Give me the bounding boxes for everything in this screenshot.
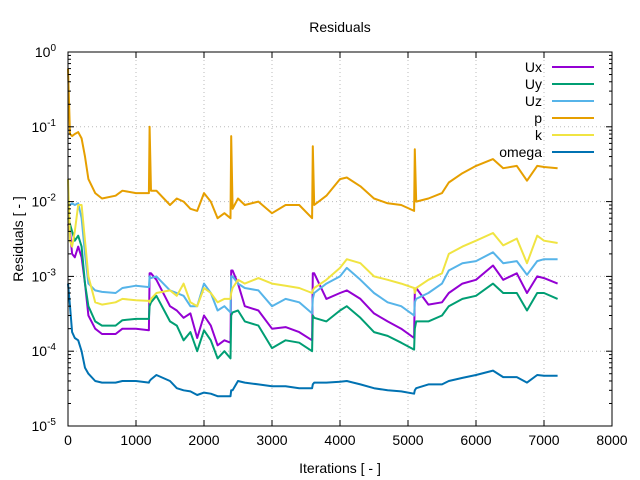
x-tick-label: 5000 — [392, 432, 423, 448]
x-tick-label: 4000 — [324, 432, 355, 448]
y-tick-exponent: -1 — [47, 118, 56, 129]
y-tick-label: 10-1 — [32, 118, 57, 135]
x-tick-label: 1000 — [120, 432, 151, 448]
x-tick-label: 6000 — [460, 432, 491, 448]
series-lines — [67, 68, 558, 398]
legend-label: Ux — [525, 59, 542, 75]
y-tick-label: 10-5 — [32, 417, 57, 434]
y-tick-base: 10 — [32, 343, 48, 359]
series-line-uy — [67, 217, 558, 360]
y-tick-base: 10 — [35, 44, 51, 60]
series-line-k — [67, 179, 558, 308]
y-axis-label: Residuals [ - ] — [10, 196, 26, 282]
series-line-ux — [67, 223, 558, 347]
series-line-omega — [67, 283, 558, 398]
x-tick-label: 2000 — [188, 432, 219, 448]
x-tick-label: 8000 — [596, 432, 627, 448]
y-tick-base: 10 — [32, 119, 48, 135]
y-tick-exponent: -2 — [47, 193, 56, 204]
y-tick-base: 10 — [32, 268, 48, 284]
y-tick-label: 10-2 — [32, 193, 57, 210]
x-tick-label: 3000 — [256, 432, 287, 448]
y-tick-label: 100 — [35, 43, 57, 60]
chart-title: Residuals — [309, 19, 370, 35]
axis-ticks: 0 1000 2000 3000 4000 5000 6000 7000 800010010-1… — [32, 43, 628, 448]
y-tick-label: 10-3 — [32, 267, 57, 284]
x-tick-label: 7000 — [528, 432, 559, 448]
legend-label: omega — [499, 144, 542, 160]
legend-label: Uy — [525, 76, 542, 92]
y-tick-exponent: -4 — [47, 342, 56, 353]
legend-label: k — [535, 127, 543, 143]
y-tick-base: 10 — [32, 194, 48, 210]
legend-label: p — [534, 110, 542, 126]
y-tick-exponent: -3 — [47, 267, 56, 278]
series-line-uz — [67, 201, 558, 317]
y-tick-exponent: 0 — [50, 43, 56, 54]
x-axis-label: Iterations [ - ] — [299, 460, 381, 476]
y-tick-base: 10 — [32, 418, 48, 434]
series-line-p — [67, 68, 558, 220]
y-tick-exponent: -5 — [47, 417, 56, 428]
legend-label: Uz — [525, 93, 542, 109]
y-tick-label: 10-4 — [32, 342, 57, 359]
x-tick-label: 0 — [64, 432, 72, 448]
